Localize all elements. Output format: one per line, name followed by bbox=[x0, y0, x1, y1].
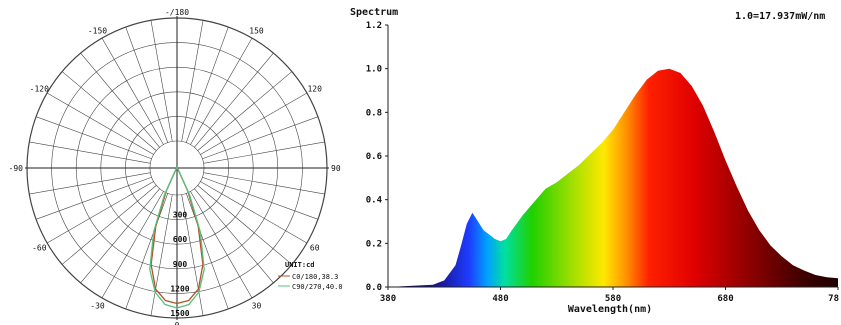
x-tick-label: 580 bbox=[605, 294, 621, 304]
y-tick-label: 1.2 bbox=[366, 21, 382, 31]
polar-series-0 bbox=[150, 166, 204, 305]
polar-spoke bbox=[197, 185, 293, 265]
polar-spoke bbox=[197, 71, 293, 151]
polar-spoke bbox=[125, 193, 169, 310]
polar-angle-label: -150 bbox=[88, 26, 107, 35]
spectrum-title: Spectrum bbox=[350, 7, 398, 18]
polar-radial-label: 1200 bbox=[170, 284, 189, 293]
x-axis-label: Wavelength(nm) bbox=[568, 304, 652, 315]
y-tick-label: 0.2 bbox=[366, 239, 382, 249]
polar-spoke bbox=[29, 141, 151, 164]
y-tick-label: 1.0 bbox=[366, 65, 382, 75]
polar-spoke bbox=[46, 181, 154, 244]
polar-radial-label: 900 bbox=[173, 260, 188, 269]
polar-angle-label: -/180 bbox=[165, 8, 189, 17]
x-tick-label: 480 bbox=[492, 294, 508, 304]
polar-spoke bbox=[101, 191, 164, 299]
polar-spoke bbox=[194, 52, 274, 148]
polar-legend: UNIT:cd C0/180,38.3 C90/270,40.0 bbox=[278, 261, 343, 291]
polar-radial-label: 600 bbox=[173, 235, 188, 244]
polar-angle-label: 60 bbox=[310, 244, 320, 253]
polar-spoke bbox=[194, 188, 274, 284]
polar-radial-label: 300 bbox=[173, 211, 188, 220]
spectrum-chart: Spectrum 1.0=17.937mW/nm 0.0 0.2 0.4 0.6 0.8… bbox=[350, 7, 839, 315]
polar-angle-label: 90 bbox=[331, 164, 341, 173]
polar-spoke bbox=[203, 141, 325, 164]
polar-angle-label: 0 bbox=[175, 321, 180, 325]
polar-spoke bbox=[200, 92, 308, 155]
spectrum-area bbox=[388, 68, 838, 287]
polar-spoke bbox=[200, 181, 308, 244]
polar-spoke bbox=[46, 92, 154, 155]
legend-label-c0: C0/180,38.3 bbox=[292, 273, 338, 281]
polar-spoke bbox=[80, 188, 160, 284]
polar-spoke bbox=[150, 194, 173, 316]
polar-angle-label: 30 bbox=[252, 302, 262, 311]
polar-series-1 bbox=[149, 166, 205, 309]
polar-spoke bbox=[61, 185, 157, 265]
polar-spoke bbox=[181, 194, 204, 316]
polar-spoke bbox=[35, 176, 152, 220]
y-tick-label: 0.4 bbox=[366, 196, 383, 206]
polar-angle-label: -90 bbox=[9, 164, 24, 173]
polar-spoke bbox=[80, 52, 160, 148]
x-tick-label: 680 bbox=[717, 294, 733, 304]
polar-spoke bbox=[202, 176, 319, 220]
y-tick-label: 0.0 bbox=[366, 283, 382, 293]
polar-spoke bbox=[185, 193, 229, 310]
polar-angle-label: 150 bbox=[249, 26, 264, 35]
unit-label: UNIT:cd bbox=[285, 261, 315, 269]
polar-angle-label: -60 bbox=[32, 244, 47, 253]
polar-spoke bbox=[185, 26, 229, 143]
polar-spoke bbox=[101, 37, 164, 145]
polar-spoke bbox=[150, 20, 173, 142]
polar-curves bbox=[149, 166, 205, 309]
polar-angle-label: -120 bbox=[30, 85, 49, 94]
polar-radial-labels: 300 600 900 1200 1500 bbox=[170, 211, 189, 318]
polar-grid bbox=[25, 16, 329, 320]
y-tick-labels: 0.0 0.2 0.4 0.6 0.8 1.0 1.2 bbox=[366, 21, 388, 293]
polar-spoke bbox=[202, 116, 319, 160]
spectrum-annotation: 1.0=17.937mW/nm bbox=[735, 11, 825, 22]
polar-radial-label: 1500 bbox=[170, 309, 189, 318]
polar-spoke bbox=[190, 191, 253, 299]
y-tick-label: 0.8 bbox=[366, 108, 382, 118]
polar-spoke bbox=[181, 20, 204, 142]
polar-spoke bbox=[61, 71, 157, 151]
polar-angle-labels: -/180 150 -150 120 -120 90 -90 60 -60 30 -30 0 bbox=[9, 8, 341, 325]
polar-spoke bbox=[29, 172, 151, 195]
polar-angle-label: -30 bbox=[90, 302, 105, 311]
x-tick-label: 380 bbox=[380, 294, 396, 304]
x-tick-label: 78 bbox=[828, 294, 839, 304]
polar-spoke bbox=[125, 26, 169, 143]
polar-spoke bbox=[190, 37, 253, 145]
polar-spoke bbox=[35, 116, 152, 160]
polar-light-distribution-chart: -/180 150 -150 120 -120 90 -90 60 -60 30 -30 0 300 6… bbox=[9, 8, 343, 325]
legend-label-c90: C90/270,40.0 bbox=[292, 283, 343, 291]
y-tick-label: 0.6 bbox=[366, 152, 382, 162]
polar-angle-label: 120 bbox=[307, 85, 322, 94]
x-tick-labels: 380 480 580 680 78 bbox=[380, 287, 839, 304]
polar-spoke bbox=[203, 172, 325, 195]
